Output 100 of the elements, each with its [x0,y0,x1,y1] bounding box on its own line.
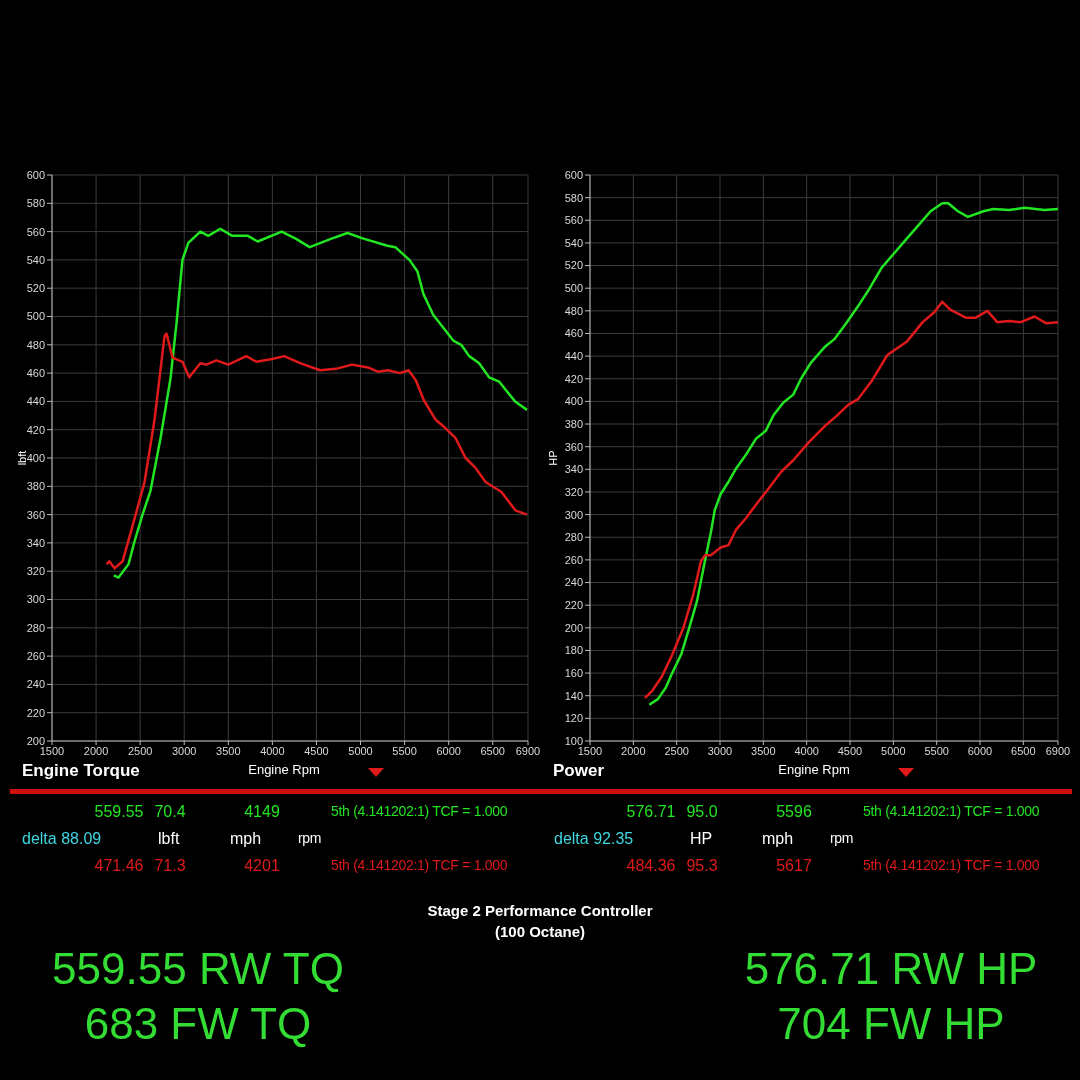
x-tick-label: 2500 [127,744,153,757]
y-tick-label: 540 [564,236,583,249]
y-tick-label: 260 [26,650,45,663]
y-tick-label: 500 [564,282,583,295]
x-tick-label: 6900 [515,744,541,757]
text: (100 Octane) [494,923,586,940]
y-tick-label: 460 [564,327,583,340]
y-tick-label: 280 [564,531,583,544]
y-tick-label: 120 [564,712,583,725]
y-tick-label: 520 [564,259,583,272]
text: 5th (4.141202:1) TCF = 1.000 [331,857,508,873]
line-series [648,202,1058,707]
text: 5617 [776,857,812,874]
text: 484.36 [626,857,676,874]
x-tick-label: 3000 [171,744,197,757]
x-tick-label: 1500 [39,744,65,757]
y-tick-label: 400 [26,451,45,464]
y-tick-label: 340 [26,536,45,549]
text: 704 FW HP [777,999,1005,1048]
x-tick-label: 5000 [348,744,373,757]
y-axis-title: lbft [16,450,28,466]
y-tick-label: 200 [26,734,45,747]
y-tick-label: 580 [564,191,583,204]
y-tick-label: 260 [564,553,583,566]
text: 95.3 [686,857,718,874]
text: delta 88.09 [22,830,102,847]
text: 576.71 RW HP [744,944,1038,993]
text: 471.46 [94,857,144,874]
text: Power [553,761,605,780]
x-tick-label: 5000 [881,744,906,757]
text: mph [762,830,794,847]
x-tick-label: 4000 [794,744,819,757]
x-tick-label: 5500 [392,744,417,757]
y-tick-label: 540 [26,253,45,266]
x-tick-label: 2000 [621,744,646,757]
x-tick-label: 6000 [436,744,461,757]
y-tick-label: 480 [564,304,583,317]
text: 4149 [244,803,280,820]
y-tick-label: 440 [26,395,45,408]
text: 559.55 [94,803,144,820]
line-series [643,300,1058,700]
x-tick-label: 2500 [664,744,689,757]
x-tick-label: 2000 [83,744,109,757]
text: 70.4 [154,803,186,820]
y-tick-label: 420 [26,423,45,436]
x-axis-title: Engine Rpm [248,762,320,777]
y-tick-label: 360 [26,508,45,521]
text: 559.55 RW TQ [52,944,344,993]
text: lbft [158,830,180,847]
text: rpm [298,830,322,846]
y-tick-label: 560 [564,214,583,227]
y-tick-label: 200 [564,621,583,634]
y-tick-label: 420 [564,372,583,385]
text: 5th (4.141202:1) TCF = 1.000 [331,803,508,819]
y-tick-label: 600 [564,168,583,181]
y-axis-title: HP [547,450,559,466]
text: 4201 [244,857,280,874]
text: mph [230,830,262,847]
y-tick-label: 320 [564,485,583,498]
x-axis-title: Engine Rpm [778,762,850,777]
x-tick-label: 4500 [837,744,863,757]
y-tick-label: 140 [564,689,583,702]
y-tick-label: 100 [564,734,583,747]
y-tick-label: 380 [564,417,583,430]
y-tick-label: 240 [26,678,45,691]
text: HP [690,830,713,847]
x-tick-label: 5500 [924,744,949,757]
y-tick-label: 580 [26,197,45,210]
y-tick-label: 360 [564,440,583,453]
text: 71.3 [154,857,186,874]
text: 5th (4.141202:1) TCF = 1.000 [863,803,1040,819]
y-tick-label: 340 [564,463,583,476]
y-tick-label: 280 [26,621,45,634]
y-tick-label: 380 [26,480,45,493]
y-tick-label: 300 [564,508,583,521]
text: Stage 2 Performance Controller [427,902,653,919]
x-tick-label: 6000 [967,744,993,757]
text: 5596 [776,803,812,820]
y-tick-label: 220 [564,599,583,612]
y-tick-label: 240 [564,576,583,589]
y-tick-label: 600 [26,168,45,181]
x-tick-label: 3000 [707,744,733,757]
x-tick-label: 4500 [304,744,329,757]
line-series [105,332,528,570]
y-tick-label: 160 [564,666,583,679]
y-tick-label: 560 [26,225,45,238]
line-series [112,227,528,579]
x-tick-label: 6900 [1045,744,1071,757]
x-tick-label: 6500 [480,744,505,757]
text: rpm [830,830,854,846]
x-tick-label: 3500 [751,744,776,757]
y-tick-label: 440 [564,350,583,363]
y-tick-label: 400 [564,395,583,408]
x-tick-label: 3500 [216,744,241,757]
y-tick-label: 500 [26,310,45,323]
y-tick-label: 180 [564,644,583,657]
y-tick-label: 300 [26,593,45,606]
text: 5th (4.141202:1) TCF = 1.000 [863,857,1040,873]
x-tick-label: 1500 [577,744,603,757]
y-tick-label: 220 [26,706,45,719]
